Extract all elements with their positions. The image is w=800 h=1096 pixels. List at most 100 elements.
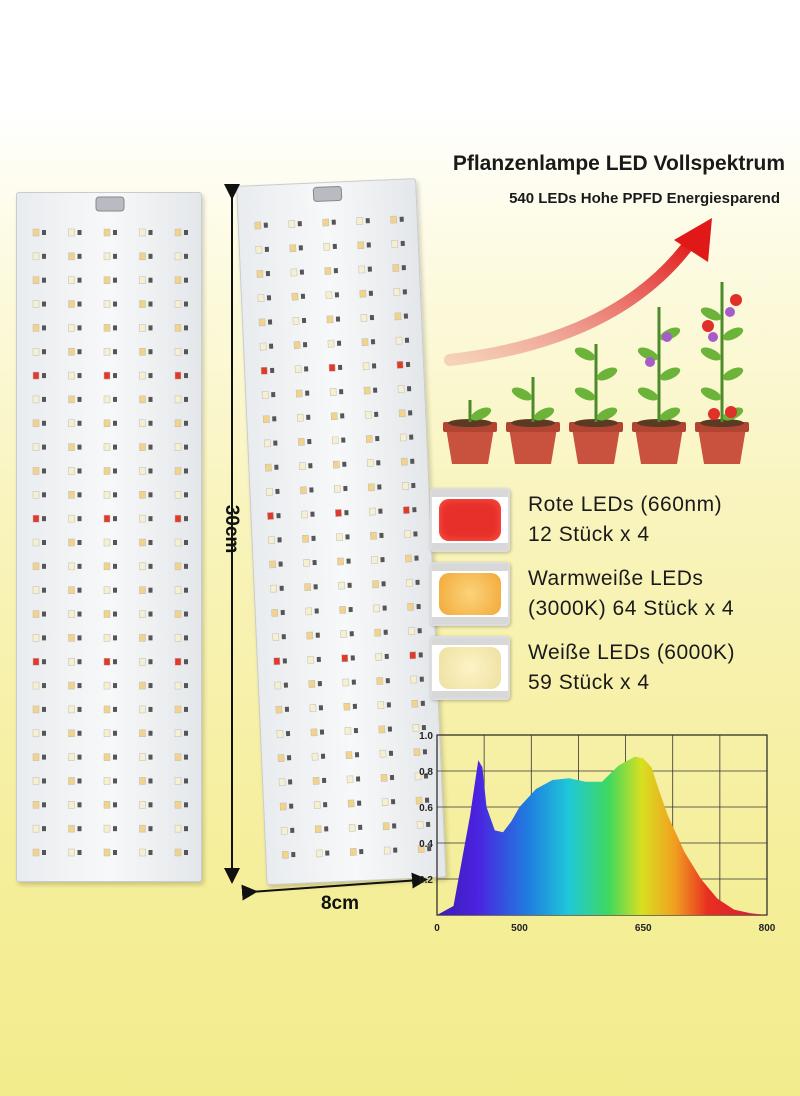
resistor-icon xyxy=(354,752,360,758)
led-type-count: (3000K) 64 Stück x 4 xyxy=(528,597,735,620)
resistor-icon xyxy=(325,850,330,856)
resistor-icon xyxy=(42,277,46,283)
resistor-icon xyxy=(424,797,430,803)
led-chip-icon xyxy=(174,395,182,404)
resistor-icon xyxy=(334,292,340,298)
resistor-icon xyxy=(77,540,82,545)
led-chip-icon xyxy=(174,681,182,690)
resistor-icon xyxy=(113,754,117,760)
resistor-icon xyxy=(324,826,329,832)
resistor-icon xyxy=(378,508,383,514)
resistor-icon xyxy=(113,659,117,665)
led-chip-icon xyxy=(359,289,367,298)
led-chip-icon xyxy=(289,244,297,253)
resistor-icon xyxy=(42,444,46,450)
resistor-icon xyxy=(284,706,290,712)
resistor-icon xyxy=(373,387,378,393)
resistor-icon xyxy=(42,826,46,832)
resistor-icon xyxy=(184,373,188,379)
led-chip-icon xyxy=(32,443,40,451)
led-chip-icon xyxy=(293,341,301,349)
led-chip-icon xyxy=(270,584,278,593)
led-chip-icon xyxy=(279,802,287,811)
led-chip-icon xyxy=(273,657,281,666)
led-chip-icon xyxy=(360,314,368,322)
led-chip-icon xyxy=(257,294,265,303)
resistor-icon xyxy=(352,703,358,709)
red-led-icon xyxy=(430,488,510,552)
resistor-icon xyxy=(77,587,82,593)
resistor-icon xyxy=(333,268,338,274)
led-chip-icon xyxy=(333,484,341,493)
resistor-icon xyxy=(184,730,188,736)
led-chip-icon xyxy=(374,628,382,637)
led-chip-icon xyxy=(259,342,267,351)
resistor-icon xyxy=(77,611,82,617)
resistor-icon xyxy=(77,778,82,784)
resistor-icon xyxy=(148,396,153,402)
resistor-icon xyxy=(148,253,153,259)
led-chip-icon xyxy=(68,848,75,857)
resistor-icon xyxy=(113,349,117,355)
resistor-icon xyxy=(298,245,303,251)
led-chip-icon xyxy=(68,395,75,404)
resistor-icon xyxy=(42,301,46,307)
resistor-icon xyxy=(339,389,344,395)
resistor-icon xyxy=(367,266,372,272)
resistor-icon xyxy=(148,301,153,307)
resistor-icon xyxy=(184,468,188,474)
led-chip-icon xyxy=(310,728,318,737)
led-chip-icon xyxy=(365,435,373,443)
resistor-icon xyxy=(42,635,46,641)
led-chip-icon xyxy=(68,276,75,284)
led-chip-icon xyxy=(68,657,75,666)
plant-pot-icon xyxy=(695,282,749,464)
resistor-icon xyxy=(77,635,82,641)
resistor-icon xyxy=(184,277,188,283)
resistor-icon xyxy=(148,468,153,474)
led-chip-icon xyxy=(103,347,111,356)
led-chip-icon xyxy=(139,538,146,547)
led-chip-icon xyxy=(139,276,146,284)
led-chip-icon xyxy=(139,419,146,428)
led-chip-icon xyxy=(139,657,146,666)
led-chip-icon xyxy=(344,727,352,735)
led-chip-icon xyxy=(307,655,315,664)
led-chip-icon xyxy=(401,481,409,490)
resistor-icon xyxy=(77,706,82,712)
resistor-icon xyxy=(42,754,46,760)
resistor-icon xyxy=(42,253,46,259)
resistor-icon xyxy=(318,705,324,711)
resistor-icon xyxy=(184,230,188,235)
resistor-icon xyxy=(77,230,82,235)
led-chip-icon xyxy=(312,776,320,785)
led-chip-icon xyxy=(139,777,146,785)
led-chip-icon xyxy=(327,339,335,348)
led-chip-icon xyxy=(174,705,182,714)
led-chip-icon xyxy=(396,360,404,369)
resistor-icon xyxy=(426,821,431,828)
led-chip-icon xyxy=(302,534,309,543)
led-chip-icon xyxy=(281,851,289,859)
led-chip-icon xyxy=(276,729,284,738)
led-chip-icon xyxy=(32,610,40,618)
resistor-icon xyxy=(77,373,82,379)
plant-pot-icon xyxy=(569,344,623,464)
resistor-icon xyxy=(390,799,396,805)
led-chip-icon xyxy=(32,681,40,690)
resistor-icon xyxy=(77,444,82,450)
led-chip-icon xyxy=(68,371,75,380)
resistor-icon xyxy=(314,608,319,614)
led-chip-icon xyxy=(366,459,374,468)
resistor-icon xyxy=(392,823,397,829)
resistor-icon xyxy=(148,826,153,832)
led-chip-icon xyxy=(103,276,111,284)
led-chip-icon xyxy=(348,823,356,832)
led-chip-icon xyxy=(378,725,386,734)
resistor-icon xyxy=(184,802,188,808)
resistor-icon xyxy=(375,436,380,442)
resistor-icon xyxy=(148,659,153,665)
led-chip-icon xyxy=(139,705,146,714)
led-chip-icon xyxy=(103,324,111,332)
resistor-icon xyxy=(184,325,188,331)
